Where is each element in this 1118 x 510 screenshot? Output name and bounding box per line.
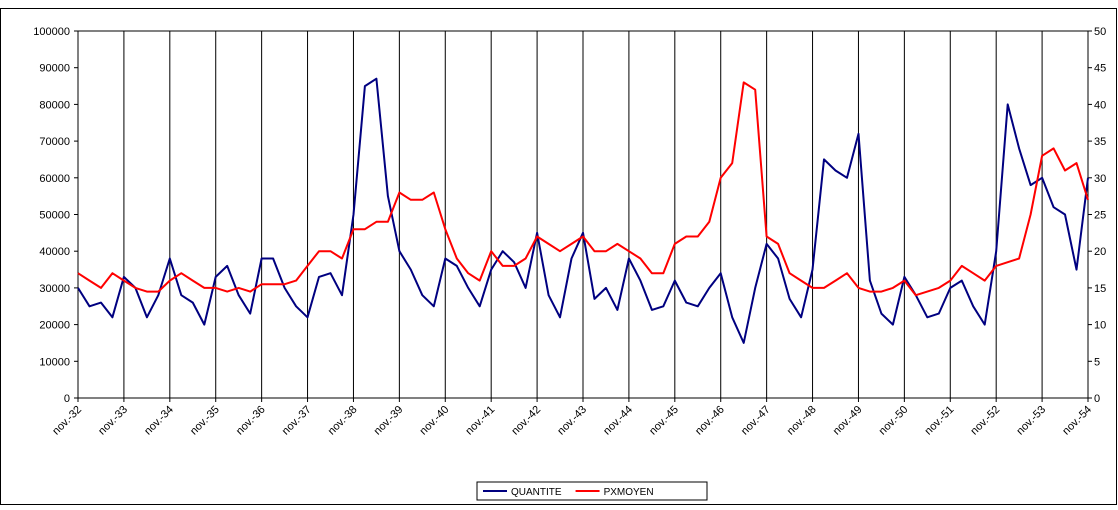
y2-tick-label: 25: [1094, 210, 1106, 222]
y-tick-label: 0: [64, 393, 70, 405]
y2-tick-label: 35: [1094, 136, 1106, 148]
y2-tick-label: 10: [1094, 320, 1106, 332]
y-tick-label: 20000: [39, 320, 70, 332]
y-tick-label: 50000: [39, 210, 70, 222]
y2-tick-label: 20: [1094, 246, 1106, 258]
legend-label: QUANTITE: [511, 487, 562, 498]
y2-tick-label: 45: [1094, 63, 1106, 75]
legend: QUANTITE PXMOYEN: [476, 481, 708, 501]
y2-tick-label: 0: [1094, 393, 1100, 405]
y-tick-label: 70000: [39, 136, 70, 148]
legend-label: PXMOYEN: [604, 487, 654, 498]
y2-tick-label: 5: [1094, 356, 1100, 368]
y-tick-label: 30000: [39, 283, 70, 295]
y2-tick-label: 50: [1094, 26, 1106, 38]
y-tick-label: 40000: [39, 246, 70, 258]
y-tick-label: 80000: [39, 99, 70, 111]
y-tick-label: 10000: [39, 356, 70, 368]
series-line: [77, 77, 1089, 344]
y2-tick-label: 30: [1094, 173, 1106, 185]
y2-tick-label: 40: [1094, 99, 1106, 111]
y2-tick-label: 15: [1094, 283, 1106, 295]
y-tick-label: 90000: [39, 63, 70, 75]
y-tick-label: 100000: [33, 26, 70, 38]
y-tick-label: 60000: [39, 173, 70, 185]
series-line: [77, 81, 1089, 297]
